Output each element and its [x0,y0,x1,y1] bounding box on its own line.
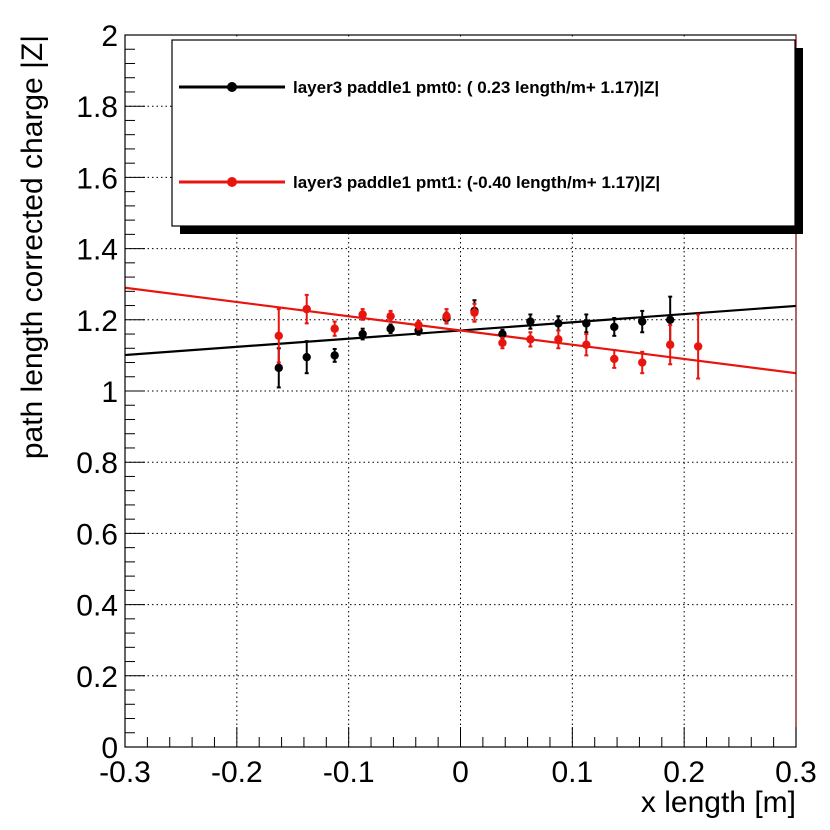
x-tick-label: 0.1 [551,756,593,789]
data-point-pmt1 [526,335,535,344]
legend: layer3 paddle1 pmt0: ( 0.23 length/m+ 1.… [171,39,803,234]
y-tick-label: 1.2 [76,305,118,338]
data-point-pmt1 [582,340,591,349]
x-tick-labels: -0.3 -0.2 -0.1 0 0.1 0.2 0.3 [99,756,817,789]
x-tick-label: 0.3 [775,756,817,789]
y-tick-label: 2 [101,20,118,53]
fit-lines [124,286,797,375]
legend-label-pmt0: layer3 paddle1 pmt0: ( 0.23 length/m+ 1.… [293,78,659,97]
y-tick-label: 1.8 [76,91,118,124]
data-point-pmt1 [610,354,619,364]
data-point-pmt0 [302,352,311,362]
data-point-pmt0 [526,317,535,326]
data-point-pmt1 [302,304,311,314]
data-point-pmt1 [498,338,507,348]
data-point-pmt1 [274,331,283,341]
data-point-pmt1 [386,312,395,321]
y-axis-title: path length corrected charge |Z| [16,35,49,459]
y-tick-label: 0 [101,732,118,765]
data-point-pmt1 [665,340,675,349]
x-tick-label: -0.3 [99,756,151,789]
data-point-pmt1 [470,308,479,317]
data-point-pmt0 [274,363,283,373]
y-tick-label: 0.2 [76,661,118,694]
data-point-pmt0 [386,324,395,333]
y-tick-label: 0.4 [76,590,118,623]
legend-label-pmt1: layer3 paddle1 pmt1: (-0.40 length/m+ 1.… [293,173,660,192]
data-point-pmt0 [582,319,591,328]
x-axis-title: x length [m] [641,786,796,819]
legend-box [171,39,796,227]
x-tick-label: -0.1 [323,756,375,789]
axis-ticks [124,34,797,748]
data-point-pmt0 [638,317,647,326]
data-point-pmt0 [498,329,507,339]
data-point-pmt1 [358,310,367,319]
y-tick-label: 1.4 [76,234,118,267]
data-point-pmt0 [610,322,619,332]
data-point-pmt0 [665,315,675,324]
grid [125,35,796,747]
data-point-pmt0 [330,351,339,360]
y-tick-label: 1.6 [76,162,118,195]
data-point-pmt1 [330,324,339,333]
y-tick-label: 0.6 [76,518,118,551]
data-point-pmt0 [554,319,563,328]
y-tick-label: 1 [101,376,118,409]
data-point-pmt1 [693,342,703,351]
x-tick-label: 0.2 [663,756,705,789]
fit-line-pmt1 [124,286,797,375]
legend-swatch-marker-pmt1 [227,177,237,187]
data-point-pmt0 [358,329,367,339]
data-point-pmt1 [414,320,423,330]
x-tick-label: 0 [452,756,469,789]
y-tick-labels: 0 0.2 0.4 0.6 0.8 1 1.2 1.4 1.6 1.8 2 [76,20,118,765]
y-tick-label: 0.8 [76,447,118,480]
x-tick-label: -0.2 [211,756,263,789]
data-point-pmt1 [638,358,647,367]
data-points [274,293,703,389]
data-point-pmt1 [442,312,451,321]
legend-swatch-marker-pmt0 [227,82,237,92]
data-point-pmt1 [554,335,563,344]
